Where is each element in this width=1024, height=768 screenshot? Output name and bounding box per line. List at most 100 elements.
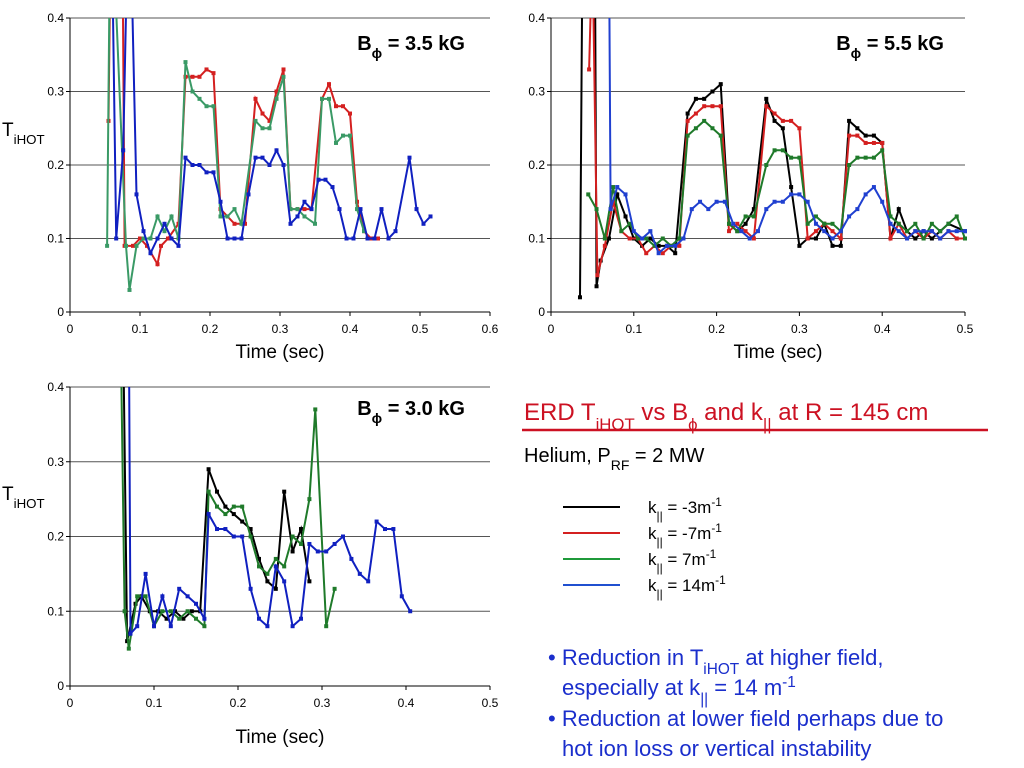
point-marker [155,262,160,267]
point-marker [177,586,182,591]
point-marker [644,236,649,241]
point-marker [813,221,818,226]
point-marker [648,236,653,241]
point-marker [693,96,698,101]
point-marker [257,556,261,561]
text-part: • Reduction in T [548,645,703,670]
text-part: especially at k [562,675,701,700]
point-marker [702,118,707,123]
point-marker [225,236,230,241]
point-marker [215,527,219,532]
point-marker [218,199,223,204]
point-marker [577,295,582,300]
point-marker [190,89,195,94]
point-marker [830,243,835,248]
point-marker [780,118,785,123]
point-marker [313,221,317,226]
point-marker [913,229,918,234]
point-marker [260,126,265,131]
point-marker [330,185,335,190]
point-marker [324,549,329,554]
point-marker [702,96,707,101]
point-marker [855,133,860,138]
text-part: • Reduction at lower field perhaps due t… [548,706,943,731]
point-marker [273,564,278,569]
point-marker [307,541,312,546]
point-marker [223,512,228,517]
point-marker [946,229,951,234]
point-marker [231,504,236,509]
point-marker [905,236,910,241]
point-marker [253,155,258,160]
point-marker [847,214,852,219]
point-marker [615,192,620,197]
y-tick-label: 0.4 [528,11,545,25]
point-marker [160,609,165,614]
point-marker [602,243,607,248]
y-tick-label: 0.2 [47,158,64,172]
point-marker [127,287,132,292]
point-marker [197,96,202,101]
point-marker [421,221,426,226]
point-marker [954,236,959,241]
point-marker [253,118,258,123]
text-part: || [657,561,663,575]
point-marker [240,504,245,509]
text-part: || [657,535,663,549]
point-marker [714,199,719,204]
text-part: T [2,120,14,141]
point-marker [190,163,195,167]
point-marker [348,111,352,116]
text-part: B [836,33,850,55]
y-tick-label: 0.2 [528,158,545,172]
point-marker [351,236,356,241]
point-marker [135,624,140,629]
point-marker [148,251,153,256]
point-marker [223,527,228,532]
point-marker [764,104,769,109]
point-marker [320,96,324,101]
point-marker [954,214,959,219]
x-tick-label: 0.6 [482,322,499,336]
point-marker [307,579,312,584]
point-marker [152,624,156,629]
point-marker [159,243,163,248]
point-marker [805,221,810,226]
point-marker [240,534,245,539]
point-marker [871,140,876,145]
text-part: ϕ [851,45,862,61]
point-marker [685,133,690,138]
y-tick-label: 0.1 [47,604,64,618]
point-marker [789,118,794,123]
point-marker [718,133,723,138]
point-marker [963,229,967,234]
point-marker [640,236,645,241]
point-marker [281,163,286,167]
point-marker [138,236,142,241]
point-marker [929,229,934,234]
text-part: -1 [706,547,717,561]
x-tick-label: 0.4 [398,696,415,710]
point-marker [334,140,338,145]
point-marker [218,214,223,219]
point-marker [239,221,244,226]
text-part: iHOT [14,132,45,147]
x-tick-label: 0.5 [957,322,974,336]
point-marker [248,527,253,532]
point-marker [302,214,307,219]
point-marker [871,155,876,160]
point-marker [710,104,715,109]
point-marker [232,207,237,212]
legend-label: k|| = -3m-1 [648,495,722,523]
bullet-text: • Reduction at lower field perhaps due t… [548,706,943,731]
point-marker [177,616,182,621]
text-part: B [357,33,371,55]
point-marker [847,163,852,167]
series-line [587,119,966,248]
point-marker [838,243,843,248]
text-part: ϕ [688,415,697,434]
text-part: = 2 MW [629,445,704,467]
point-marker [772,148,777,153]
point-marker [813,214,818,219]
point-marker [376,236,380,241]
